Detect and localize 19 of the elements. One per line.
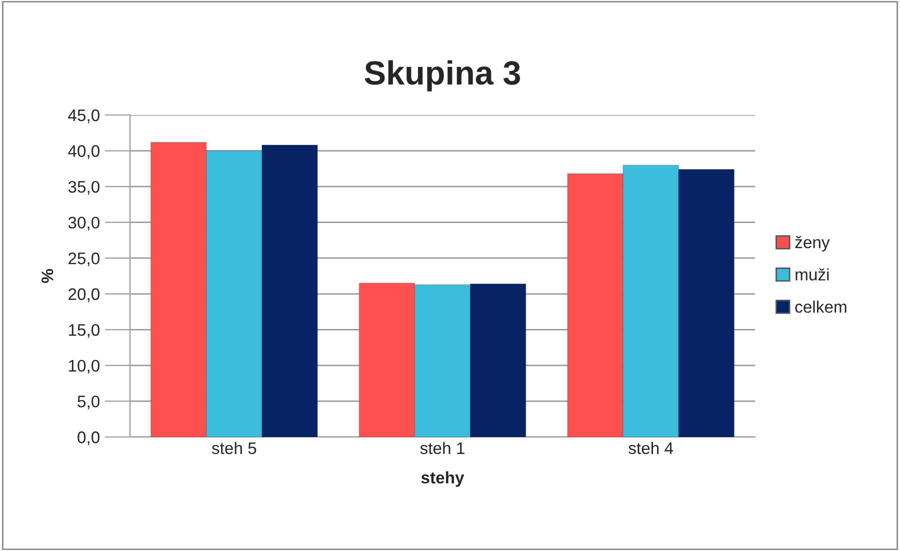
x-tick-label: steh 1 [420, 442, 464, 454]
x-axis-title: stehy [421, 471, 464, 487]
y-tick-label: 20,0 [68, 288, 100, 302]
y-tick-label: 10,0 [68, 360, 100, 374]
y-tick-label: 40,0 [68, 145, 100, 159]
y-tick-label: 5,0 [78, 396, 100, 410]
legend-label: celkem [795, 300, 846, 313]
legend-label: ženy [795, 236, 830, 252]
y-axis-title: % [42, 269, 54, 283]
chart-title: Skupina 3 [364, 60, 520, 92]
y-tick-label: 0,0 [78, 431, 100, 446]
y-tick-label: 35,0 [68, 180, 100, 195]
x-tick-label: steh 4 [628, 442, 674, 454]
y-tick-label: 15,0 [68, 324, 100, 338]
x-tick-label: steh 5 [212, 442, 256, 454]
y-tick-label: 45,0 [68, 109, 100, 124]
y-tick-label: 30,0 [68, 216, 100, 231]
y-tick-label: 25,0 [68, 252, 100, 266]
legend-label: muži [796, 268, 829, 281]
